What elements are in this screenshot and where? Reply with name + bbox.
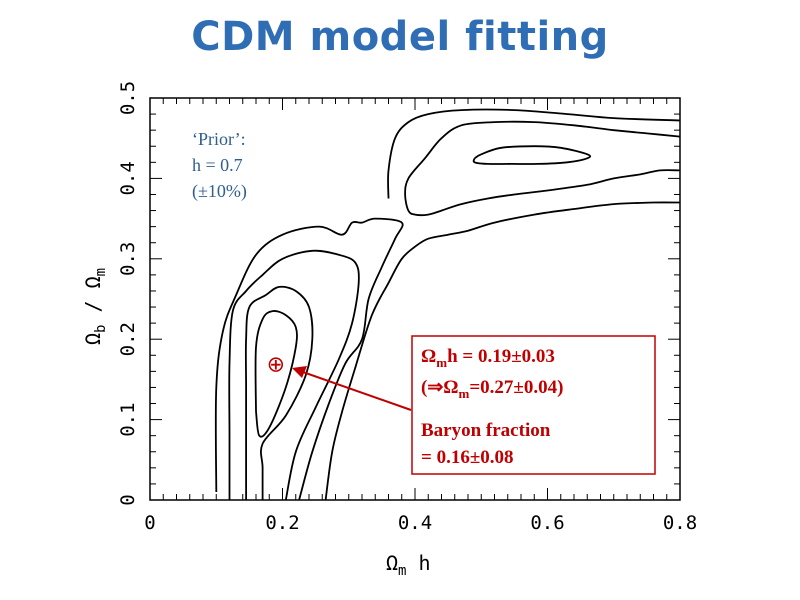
y-tick-label-1: 0.1 xyxy=(117,402,139,436)
contour-right-branch xyxy=(324,201,681,501)
y-axis-label-a-sub: b xyxy=(93,325,109,333)
x-tick-label-4: 0.8 xyxy=(663,512,697,534)
contour-outer-upper xyxy=(387,108,681,199)
contour-second-left xyxy=(244,285,314,501)
prior-label-3: (±10%) xyxy=(192,181,247,202)
contour-mid-upper xyxy=(404,120,681,217)
prior-label-1: ‘Prior’: xyxy=(192,129,246,149)
x-axis-label-main: Ω xyxy=(386,551,398,575)
x-axis-label-tail: h xyxy=(406,551,430,575)
x-tick-label-3: 0.6 xyxy=(530,512,564,534)
y-tick-label-2: 0.2 xyxy=(117,322,139,356)
contour-outer-left xyxy=(214,217,404,501)
annotation-line-1-a: Ω xyxy=(421,346,436,367)
annotation-line-3: Baryon fraction xyxy=(421,420,551,441)
annotation-line-2-a: (⇒Ω xyxy=(421,377,458,398)
y-axis-label-b-sub: m xyxy=(93,268,109,276)
annotation-arrow xyxy=(299,370,412,411)
annotation-line-2: (⇒Ωm=0.27±0.04) xyxy=(421,377,563,401)
annotation-line-4: = 0.16±0.08 xyxy=(421,447,514,468)
axis-ticks xyxy=(149,97,681,501)
y-tick-label-0: 0 xyxy=(117,494,139,505)
y-tick-label-5: 0.5 xyxy=(117,81,139,115)
prior-label-2: h = 0.7 xyxy=(192,155,243,175)
y-tick-label-3: 0.3 xyxy=(117,242,139,276)
annotation-line-1: Ωmh = 0.19±0.03 xyxy=(421,346,555,370)
annotation-box xyxy=(411,335,656,475)
annotation-line-1-b: h = 0.19±0.03 xyxy=(447,346,555,367)
y-axis-label: Ωb / Ωm xyxy=(81,268,109,345)
y-axis-label-b: Ω xyxy=(81,276,105,288)
x-tick-label-1: 0.2 xyxy=(265,512,299,534)
x-axis-label-sub: m xyxy=(398,563,406,579)
y-axis-label-a: Ω xyxy=(81,333,105,345)
x-tick-label-0: 0 xyxy=(144,512,155,534)
annotation-line-2-b: =0.27±0.04) xyxy=(469,377,563,398)
contour-small-upper xyxy=(472,145,592,165)
x-tick-label-2: 0.4 xyxy=(398,512,432,534)
contour-inner-left xyxy=(254,310,298,438)
x-axis-label: Ωm h xyxy=(386,551,431,579)
y-tick-label-4: 0.4 xyxy=(117,161,139,195)
annotation-line-1-sub: m xyxy=(436,355,447,370)
annotation-line-2-sub: m xyxy=(458,386,469,401)
best-fit-marker: ⊕ xyxy=(267,352,285,377)
slide-title: CDM model fitting xyxy=(191,14,609,60)
y-axis-label-mid: / xyxy=(81,288,105,324)
annotation-arrowhead xyxy=(292,366,307,378)
